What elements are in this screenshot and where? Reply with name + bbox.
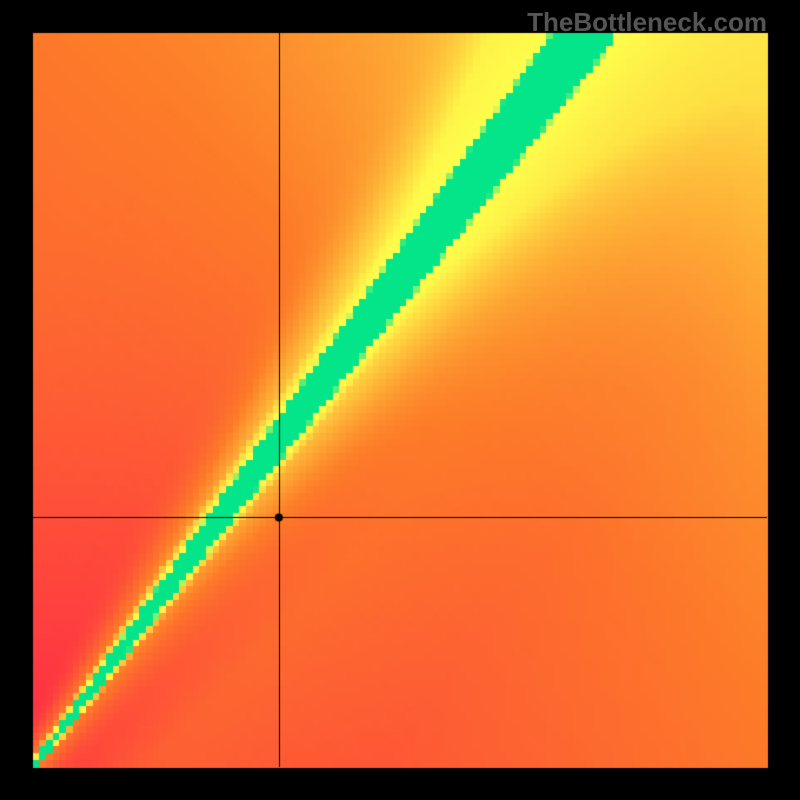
watermark-text: TheBottleneck.com <box>527 7 767 38</box>
chart-container: TheBottleneck.com <box>0 0 800 800</box>
bottleneck-heatmap <box>0 0 800 800</box>
